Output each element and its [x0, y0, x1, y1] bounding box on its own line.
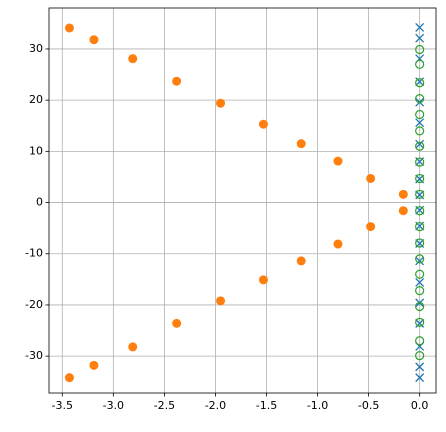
point [64, 23, 74, 33]
pole-marker [415, 118, 425, 128]
zero-marker [415, 173, 425, 184]
pole-marker [415, 373, 425, 383]
point [296, 256, 306, 266]
zero-marker [415, 157, 425, 167]
y-tick-label: 0 [36, 196, 43, 209]
pole-marker [415, 277, 425, 287]
zero-marker [415, 44, 425, 55]
x-tick-label: -1.0 [307, 399, 328, 412]
pole-marker [415, 362, 425, 372]
zero-marker [415, 94, 425, 104]
zero-marker [415, 286, 425, 296]
y-tick-label: 30 [29, 42, 43, 55]
point [333, 239, 343, 249]
zero-marker [415, 336, 425, 346]
plot-frame [48, 7, 437, 394]
zero-marker [415, 254, 425, 264]
x-tick-label: 0.0 [411, 399, 429, 412]
point [172, 76, 182, 86]
x-tick-label: -2.5 [154, 399, 175, 412]
y-tick-label: 10 [29, 144, 43, 157]
y-tick-label: -20 [25, 298, 43, 311]
point [258, 119, 268, 129]
x-tick-label: -3.5 [52, 399, 73, 412]
point [128, 54, 138, 64]
zero-marker [415, 222, 425, 232]
point [128, 342, 138, 352]
point [366, 173, 376, 183]
point [258, 275, 268, 285]
point [216, 98, 226, 108]
point [333, 156, 343, 166]
x-tick-label: -0.5 [358, 399, 379, 412]
zero-marker [415, 301, 425, 312]
x-tick-label: -3.0 [103, 399, 124, 412]
zero-marker [415, 206, 425, 216]
zero-marker [415, 269, 425, 279]
point [398, 206, 408, 216]
zero-marker [415, 238, 425, 248]
zero-marker [415, 351, 425, 361]
point [64, 373, 74, 383]
y-tick-label: 20 [29, 93, 43, 106]
pole-marker [415, 139, 425, 149]
y-tick-label: -10 [25, 247, 43, 260]
y-tick-label: -30 [25, 349, 43, 362]
zero-marker [415, 126, 425, 136]
point [172, 318, 182, 328]
point [366, 222, 376, 232]
pole-marker [415, 33, 425, 43]
x-tick-label: -2.0 [205, 399, 226, 412]
zero-marker [415, 109, 425, 120]
point [296, 139, 306, 149]
zero-marker [415, 59, 425, 69]
point [398, 189, 408, 199]
point [89, 360, 99, 370]
zero-marker [415, 317, 425, 327]
point [216, 296, 226, 306]
pole-marker [415, 256, 425, 266]
zero-marker [415, 78, 425, 88]
zero-marker [415, 141, 425, 151]
x-tick-label: -1.5 [256, 399, 277, 412]
pole-marker [415, 22, 425, 32]
zero-marker [415, 189, 425, 199]
point [89, 35, 99, 45]
